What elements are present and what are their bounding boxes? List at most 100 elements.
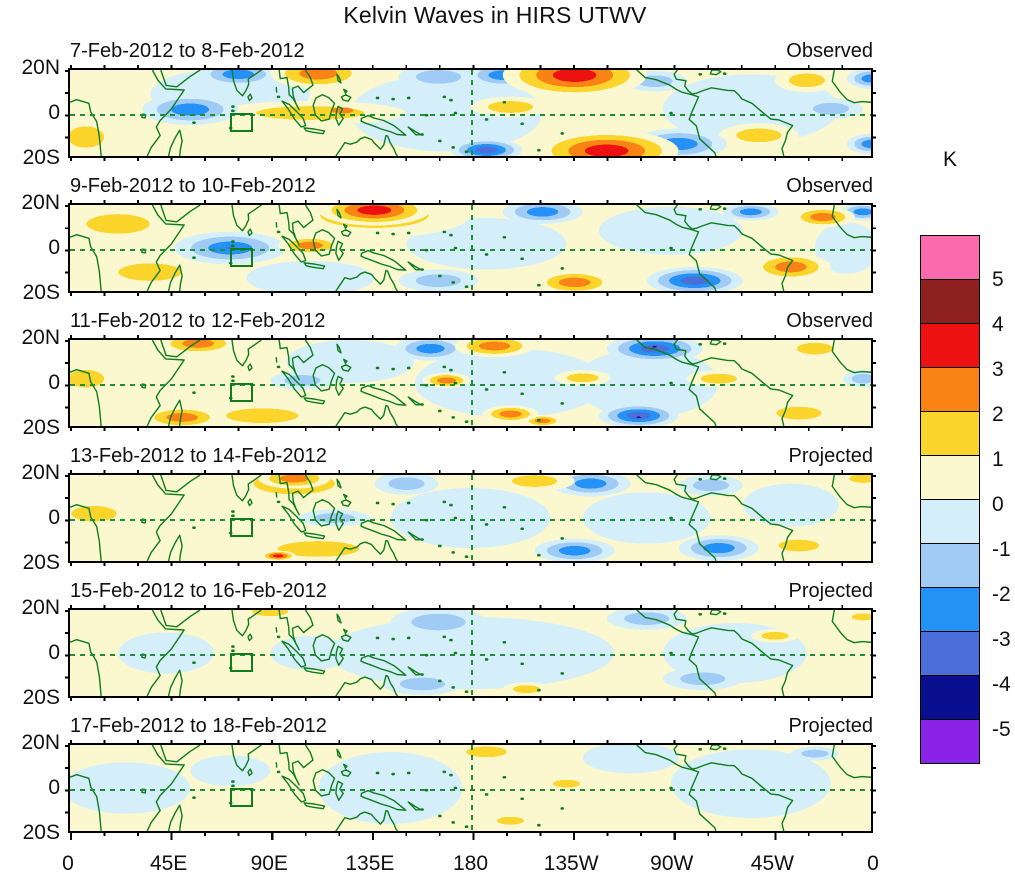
colorbar-tick-label: 2 xyxy=(992,403,1004,426)
panel-date-range: 13-Feb-2012 to 14-Feb-2012 xyxy=(70,445,327,467)
panel-mode-label: Projected xyxy=(788,580,874,602)
y-tick-label: 20S xyxy=(22,551,60,574)
roi-box xyxy=(230,383,253,402)
map-panel-5: 15-Feb-2012 to 16-Feb-2012 Projected 20N… xyxy=(21,580,876,709)
dateline-dashed-line xyxy=(470,475,473,561)
y-tick-label: 0 xyxy=(48,371,60,394)
x-axis-labels: 0 45E 90E 135E 180 135W 90W 45W 0 xyxy=(62,852,879,882)
map-panel-3: 11-Feb-2012 to 12-Feb-2012 Observed 20N 0… xyxy=(21,310,876,439)
lat-ticks-left xyxy=(65,610,70,697)
colorbar-tick-label: -2 xyxy=(992,583,1011,606)
map-plot xyxy=(65,200,876,296)
map-panel-4: 13-Feb-2012 to 14-Feb-2012 Projected 20N… xyxy=(21,445,876,574)
chart-title: Kelvin Waves in HIRS UTWV xyxy=(343,2,647,28)
colorbar-tick-label: 1 xyxy=(992,448,1004,471)
panel-date-range: 15-Feb-2012 to 16-Feb-2012 xyxy=(70,580,327,602)
colorbar-segment xyxy=(920,719,980,764)
colorbar-unit-label: K xyxy=(942,148,957,171)
y-tick-label: 20S xyxy=(22,416,60,439)
coastlines-layer xyxy=(70,475,871,561)
lon-minor-ticks-top xyxy=(70,200,871,205)
colorbar-tick-label: -1 xyxy=(992,538,1011,561)
y-tick-label: 20S xyxy=(22,281,60,304)
colorbar-segment xyxy=(920,235,980,280)
colorbar-segment xyxy=(920,499,980,544)
lon-minor-ticks-bottom xyxy=(70,426,871,431)
panel-date-range: 17-Feb-2012 to 18-Feb-2012 xyxy=(70,715,327,737)
map-panel-6: 17-Feb-2012 to 18-Feb-2012 Projected 20N… xyxy=(21,715,876,844)
panel-header: 9-Feb-2012 to 10-Feb-2012 Observed xyxy=(68,175,873,201)
x-tick-label: 45W xyxy=(750,852,794,875)
colorbar-segment xyxy=(920,675,980,720)
y-tick-label: 20N xyxy=(21,461,60,484)
y-tick-label: 20N xyxy=(21,326,60,349)
lon-minor-ticks-bottom xyxy=(70,156,871,161)
colorbar-tick-label: -3 xyxy=(992,628,1011,651)
lat-ticks-right xyxy=(871,70,876,157)
dateline-dashed-line xyxy=(470,340,473,426)
lon-minor-ticks-top xyxy=(70,740,871,745)
y-tick-label: 0 xyxy=(48,641,60,664)
map-plot xyxy=(65,740,876,840)
lat-ticks-right xyxy=(871,610,876,697)
lon-minor-ticks-top xyxy=(70,605,871,610)
panel-mode-label: Projected xyxy=(788,715,874,737)
lat-ticks-left xyxy=(65,340,70,427)
map-plot xyxy=(65,65,876,161)
y-tick-label: 0 xyxy=(48,236,60,259)
x-tick-label: 135W xyxy=(543,852,599,875)
map-panel-2: 9-Feb-2012 to 10-Feb-2012 Observed 20N 0 2… xyxy=(21,175,876,304)
roi-box xyxy=(230,788,253,807)
colorbar-tick-label: 0 xyxy=(992,493,1004,516)
lat-ticks-left xyxy=(65,70,70,157)
panel-date-range: 11-Feb-2012 to 12-Feb-2012 xyxy=(70,310,326,332)
lat-ticks-right xyxy=(871,340,876,427)
colorbar-segment xyxy=(920,323,980,368)
y-tick-label: 20S xyxy=(22,146,60,169)
x-tick-label: 0 xyxy=(867,852,879,875)
coastlines-layer xyxy=(70,340,871,426)
lat-ticks-left xyxy=(65,745,70,832)
panel-header: 7-Feb-2012 to 8-Feb-2012 Observed xyxy=(68,40,873,66)
lon-minor-ticks-bottom xyxy=(70,561,871,566)
panel-mode-label: Observed xyxy=(786,175,873,197)
x-tick-label: 180 xyxy=(452,852,489,875)
panel-mode-label: Observed xyxy=(786,310,873,332)
coastline-svg xyxy=(70,475,871,561)
roi-box xyxy=(230,113,253,132)
panel-header: 13-Feb-2012 to 14-Feb-2012 Projected xyxy=(68,445,873,471)
y-tick-label: 0 xyxy=(48,101,60,124)
map-panel-1: 7-Feb-2012 to 8-Feb-2012 Observed 20N 0 20… xyxy=(21,40,876,169)
lon-minor-ticks-top xyxy=(70,470,871,475)
colorbar-tick-label: -4 xyxy=(992,673,1011,696)
dateline-dashed-line xyxy=(470,205,473,291)
colorbar-tick-label: 5 xyxy=(992,268,1004,291)
panel-date-range: 9-Feb-2012 to 10-Feb-2012 xyxy=(70,175,316,197)
x-tick-label: 90E xyxy=(250,852,288,875)
colorbar-segment xyxy=(920,367,980,412)
panel-date-range: 7-Feb-2012 to 8-Feb-2012 xyxy=(70,40,305,62)
x-tick-label: 135E xyxy=(345,852,395,875)
dateline-dashed-line xyxy=(470,745,473,831)
lon-major-ticks xyxy=(70,831,873,840)
lat-ticks-left xyxy=(65,475,70,562)
colorbar-segment xyxy=(920,631,980,676)
colorbar-segment xyxy=(920,587,980,632)
y-tick-label: 20S xyxy=(22,686,60,709)
coastline-svg xyxy=(70,340,871,426)
lon-minor-ticks-bottom xyxy=(70,291,871,296)
dateline-dashed-line xyxy=(470,610,473,696)
colorbar-segment xyxy=(920,455,980,500)
y-tick-label: 20N xyxy=(21,731,60,754)
lat-ticks-left xyxy=(65,205,70,292)
map-plot xyxy=(65,470,876,566)
panel-header: 17-Feb-2012 to 18-Feb-2012 Projected xyxy=(68,715,873,741)
x-tick-label: 90W xyxy=(650,852,694,875)
lat-ticks-right xyxy=(871,745,876,832)
map-plot xyxy=(65,335,876,431)
panel-header: 11-Feb-2012 to 12-Feb-2012 Observed xyxy=(68,310,873,336)
lon-minor-ticks-top xyxy=(70,65,871,70)
roi-box xyxy=(230,248,253,267)
colorbar-segment xyxy=(920,543,980,588)
